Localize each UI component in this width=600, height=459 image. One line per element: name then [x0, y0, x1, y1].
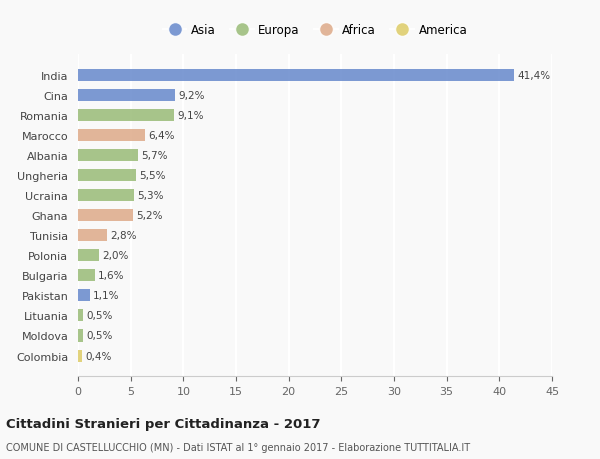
Bar	[78, 210, 133, 222]
Text: 5,5%: 5,5%	[139, 171, 166, 181]
Text: 0,5%: 0,5%	[86, 311, 113, 321]
Bar	[78, 330, 83, 342]
Bar	[78, 130, 145, 142]
Text: 1,1%: 1,1%	[93, 291, 119, 301]
Bar	[78, 150, 138, 162]
Text: 41,4%: 41,4%	[517, 71, 550, 81]
Text: 1,6%: 1,6%	[98, 271, 125, 281]
Text: 0,5%: 0,5%	[86, 331, 113, 341]
Bar	[78, 90, 175, 102]
Bar	[78, 350, 82, 362]
Text: 5,7%: 5,7%	[141, 151, 168, 161]
Text: 9,2%: 9,2%	[178, 91, 205, 101]
Bar	[78, 270, 95, 282]
Bar	[78, 110, 174, 122]
Bar	[78, 250, 99, 262]
Text: 5,3%: 5,3%	[137, 191, 163, 201]
Bar	[78, 230, 107, 242]
Bar	[78, 170, 136, 182]
Text: 5,2%: 5,2%	[136, 211, 163, 221]
Text: Cittadini Stranieri per Cittadinanza - 2017: Cittadini Stranieri per Cittadinanza - 2…	[6, 417, 320, 430]
Text: COMUNE DI CASTELLUCCHIO (MN) - Dati ISTAT al 1° gennaio 2017 - Elaborazione TUTT: COMUNE DI CASTELLUCCHIO (MN) - Dati ISTA…	[6, 442, 470, 452]
Text: 0,4%: 0,4%	[85, 351, 112, 361]
Legend: Asia, Europa, Africa, America: Asia, Europa, Africa, America	[158, 19, 472, 42]
Text: 2,8%: 2,8%	[110, 231, 137, 241]
Bar	[78, 310, 83, 322]
Bar	[78, 70, 514, 82]
Bar	[78, 190, 134, 202]
Bar	[78, 290, 89, 302]
Text: 6,4%: 6,4%	[149, 131, 175, 141]
Text: 2,0%: 2,0%	[102, 251, 128, 261]
Text: 9,1%: 9,1%	[177, 111, 203, 121]
